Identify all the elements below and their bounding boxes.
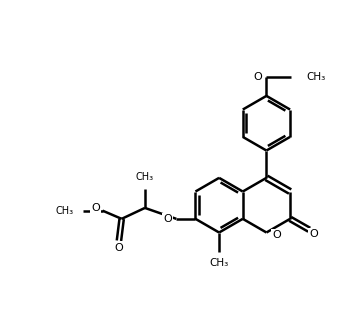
Text: O: O [272, 230, 281, 240]
Text: CH₃: CH₃ [56, 206, 74, 216]
Text: CH₃: CH₃ [306, 72, 325, 82]
Text: O: O [253, 72, 262, 82]
Text: O: O [309, 229, 318, 239]
Text: O: O [115, 242, 123, 252]
Text: CH₃: CH₃ [136, 172, 154, 182]
Text: O: O [164, 214, 172, 224]
Text: O: O [91, 203, 100, 213]
Text: CH₃: CH₃ [209, 258, 229, 268]
